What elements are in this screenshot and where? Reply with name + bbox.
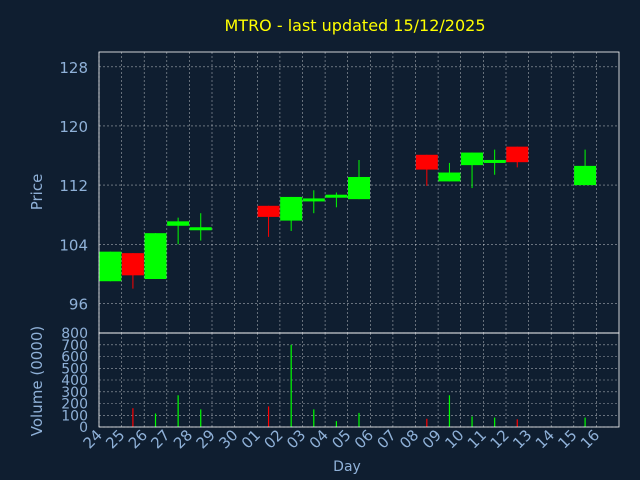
- volume-tick-label: 500: [61, 361, 88, 377]
- candle-body-up: [574, 165, 597, 186]
- volume-axis-label: Volume (0000): [28, 326, 46, 436]
- price-tick-label: 112: [59, 177, 88, 195]
- price-tick-label: 104: [59, 236, 88, 254]
- candle-body-up: [325, 194, 348, 198]
- candle-body-up: [348, 176, 370, 200]
- candle-body-up: [167, 221, 190, 226]
- candle-body-up: [280, 196, 303, 221]
- volume-tick-label: 800: [61, 326, 88, 342]
- candle-body-down: [506, 146, 529, 163]
- volume-tick-label: 700: [61, 338, 88, 354]
- price-panel: 96 104 112 120 128: [59, 51, 620, 334]
- candle-body-up: [99, 251, 122, 282]
- volume-tick-label: 100: [61, 408, 88, 424]
- volume-tick-label: 400: [61, 373, 88, 389]
- price-tick-label: 128: [59, 59, 88, 77]
- volume-tick-label: 600: [61, 350, 88, 366]
- x-axis-label: Day: [333, 459, 361, 475]
- candle-body-down: [415, 154, 438, 170]
- candle-body-up: [189, 227, 212, 231]
- price-tick-label: 96: [69, 295, 88, 313]
- x-tick-label: 16: [577, 426, 603, 452]
- volume-frame: [98, 332, 620, 428]
- volume-tick-label: 200: [61, 397, 88, 413]
- candle-body-up: [461, 152, 484, 166]
- chart-title: MTRO - last updated 15/12/2025: [224, 16, 485, 35]
- candle-body-down: [121, 253, 144, 276]
- volume-tick-label: 0: [79, 420, 88, 436]
- candle-body-up: [438, 172, 461, 182]
- volume-tick-label: 300: [61, 385, 88, 401]
- candle-body-up: [483, 159, 506, 163]
- candle-body-up: [302, 198, 325, 202]
- candle-body-up: [144, 233, 167, 280]
- price-tick-label: 120: [59, 118, 88, 136]
- x-axis: 2425262728293001020304050607080910111213…: [80, 426, 604, 452]
- price-axis-label: Price: [28, 174, 46, 211]
- candle-body-down: [257, 205, 280, 217]
